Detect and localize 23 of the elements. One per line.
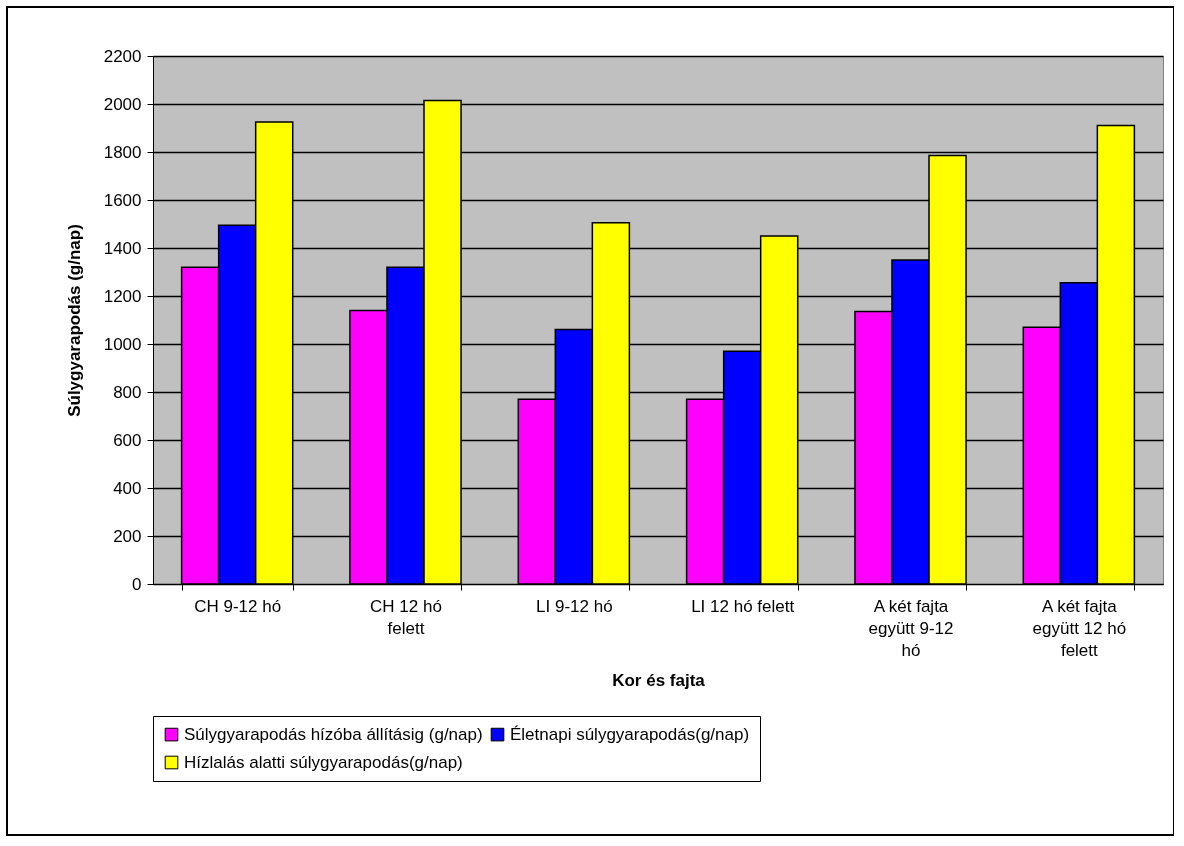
y-tick-label: 2200: [103, 46, 142, 66]
x-tick-label: A két fajta együtt 9-12 hó: [868, 596, 954, 660]
x-axis-title: Kor és fajta: [612, 670, 706, 690]
y-tick-label: 1600: [103, 190, 142, 210]
legend-label: Hízlalás alatti súlygyarapodás(g/nap): [184, 752, 463, 772]
y-axis-title: Súlygyarapodás (g/nap): [64, 224, 84, 417]
legend-label: Súlygyarapodás hízóba állításig (g/nap): [184, 724, 483, 744]
y-tick-label: 0: [132, 574, 142, 594]
y-tick-label: 1800: [103, 142, 142, 162]
x-tick-label: A két fajta együtt 12 hó felett: [1032, 596, 1127, 660]
y-tick-label: 1400: [103, 238, 142, 258]
y-tick-label: 800: [113, 382, 142, 402]
y-tick-label: 1200: [103, 286, 142, 306]
x-tick-label: CH 9-12 hó: [194, 596, 282, 616]
y-tick-label: 400: [113, 478, 142, 498]
x-tick-label: LI 12 hó felett: [691, 596, 795, 616]
x-tick-label: LI 9-12 hó: [536, 596, 613, 616]
y-tick-label: 200: [113, 526, 142, 546]
y-tick-label: 2000: [103, 94, 142, 114]
legend-label: Életnapi súlygyarapodás(g/nap): [510, 724, 750, 744]
x-tick-label: CH 12 hó felett: [370, 596, 442, 638]
y-tick-label: 1000: [103, 334, 142, 354]
y-tick-label: 600: [113, 430, 142, 450]
